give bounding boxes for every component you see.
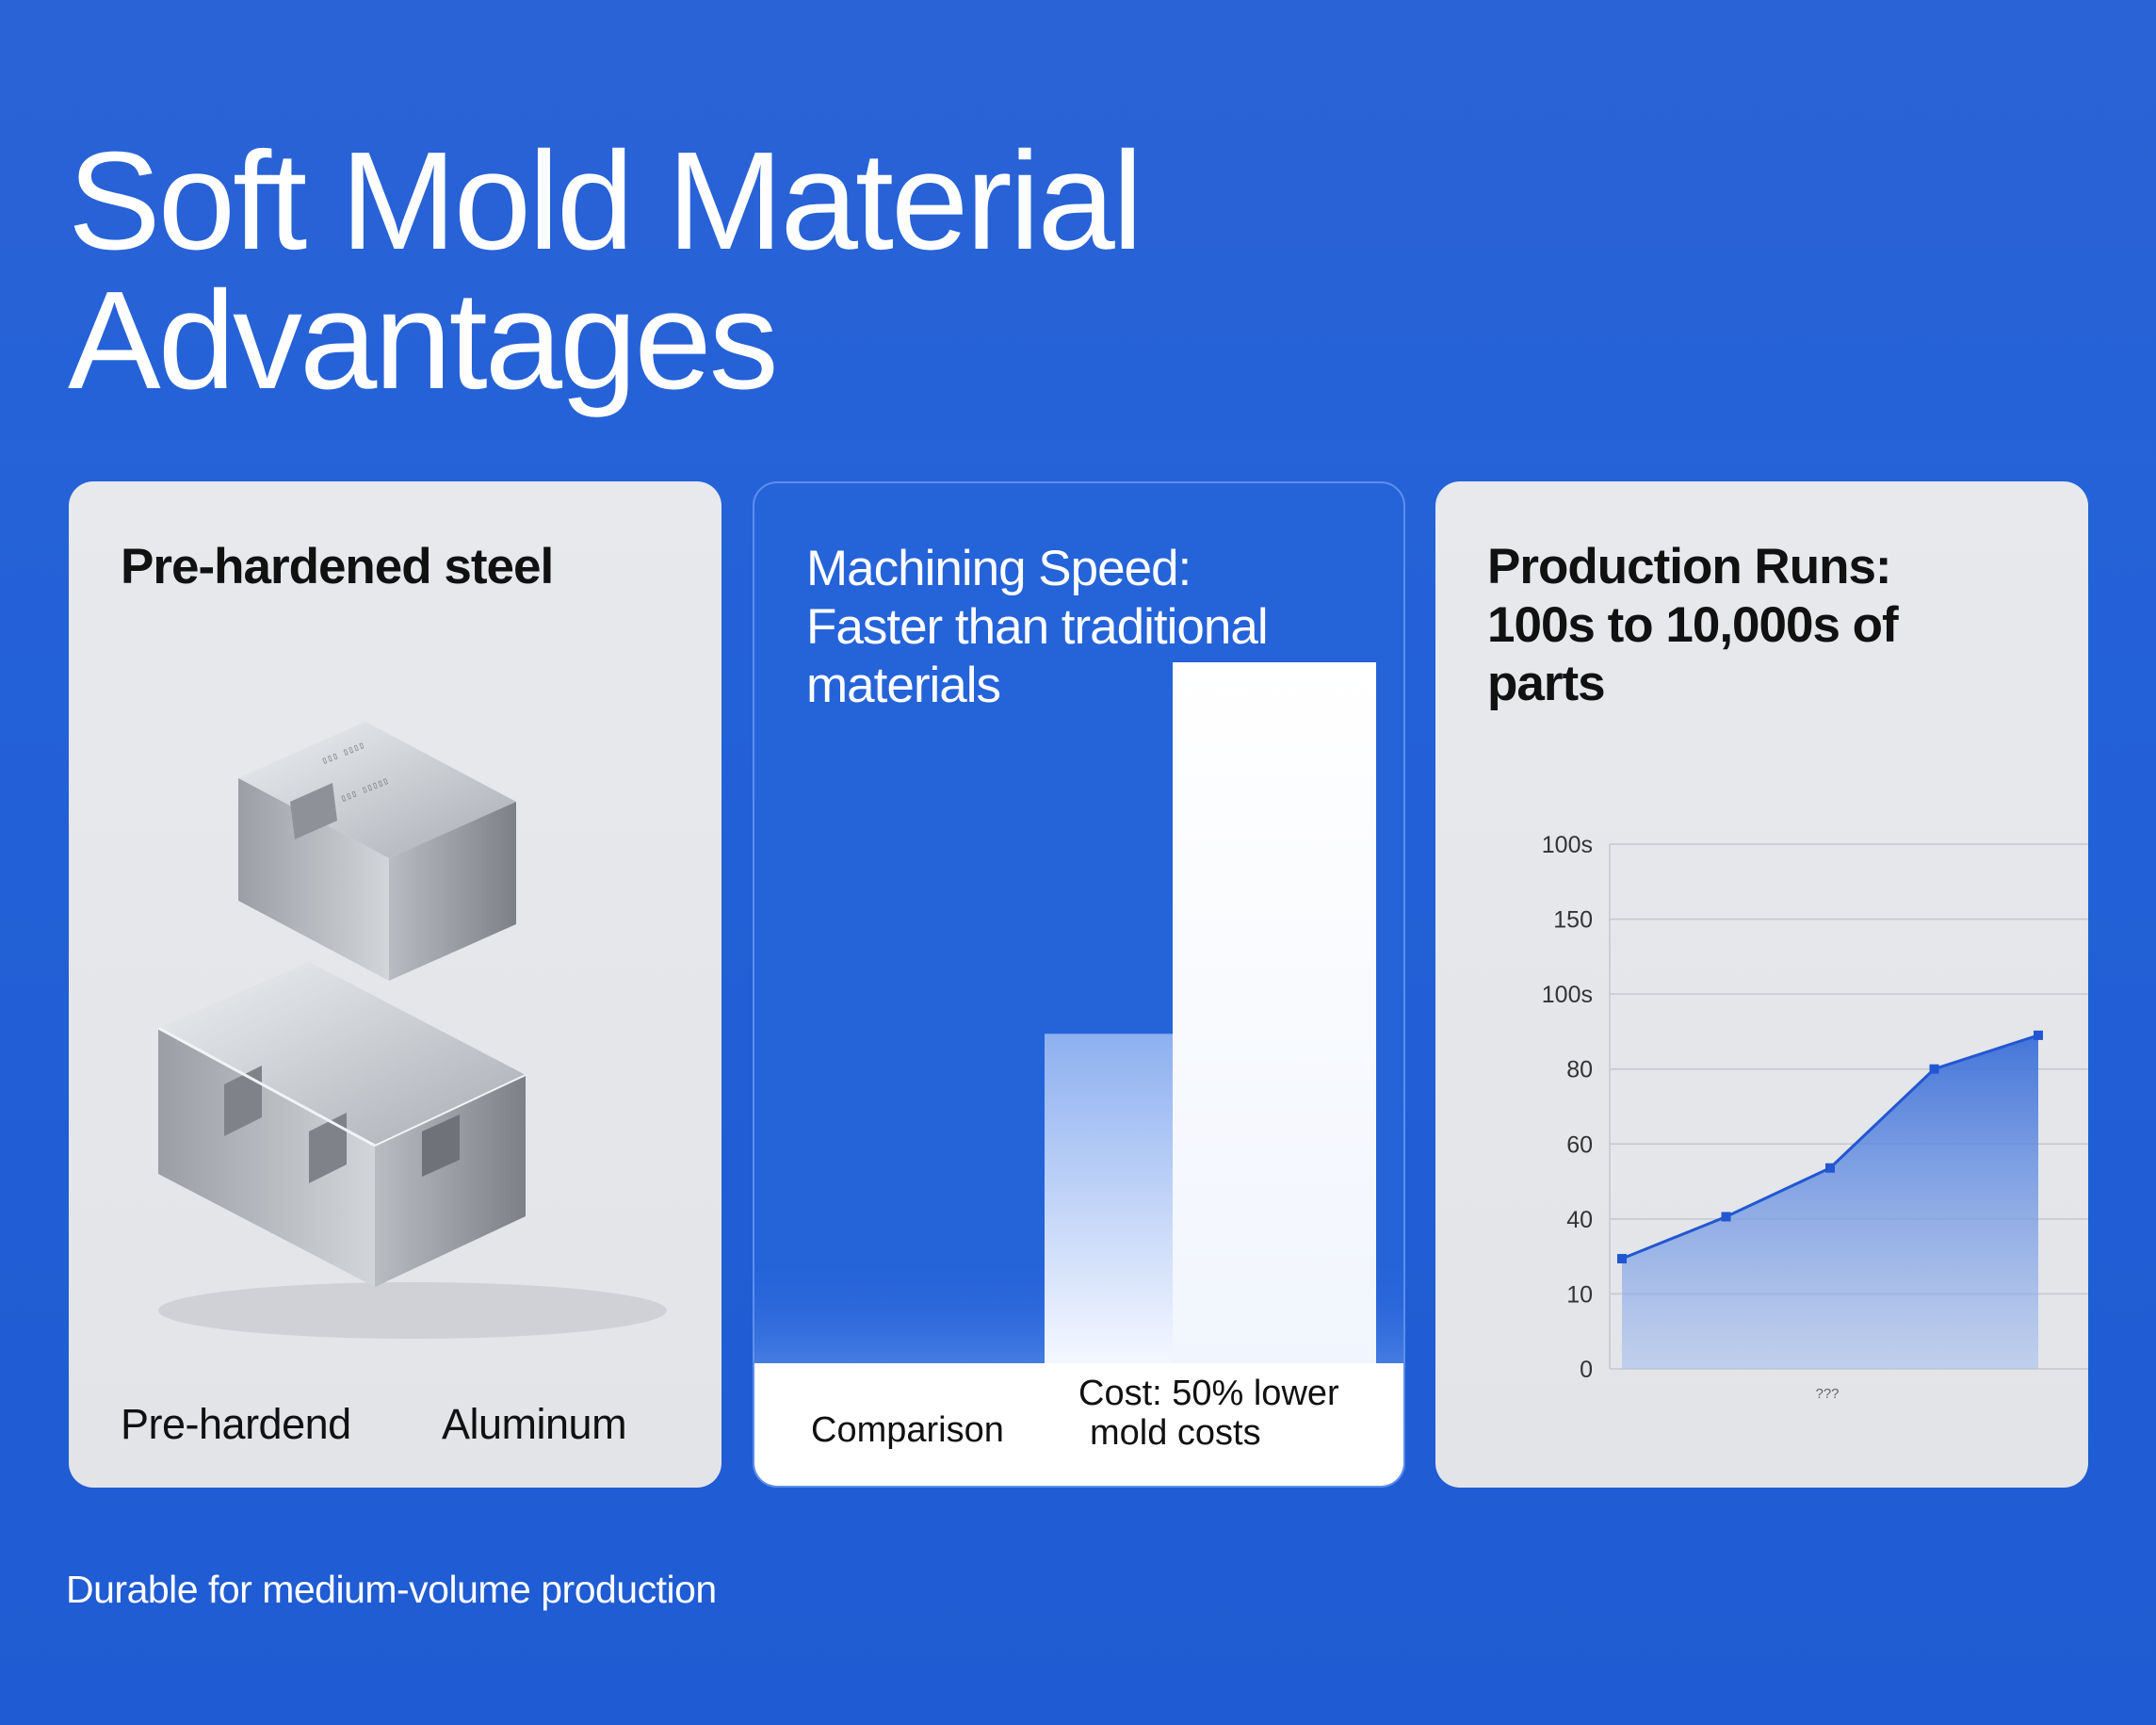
machining-speed-bar-chart [754, 662, 1403, 1363]
series-area [1622, 1034, 2038, 1369]
production-runs-area-chart: 0 10 40 60 80 100s 150 100s??? [1542, 832, 2088, 1402]
y-tick-label: 60 [1566, 1131, 1593, 1158]
cost-label: Cost: 50% lower mold costs [1078, 1374, 1339, 1453]
card-pre-hardened-steel: Pre-hardened steel ▯▯▯ ▯▯▯▯ ▯▯▯ ▯▯▯▯▯ [69, 481, 721, 1488]
card-heading: Machining Speed: Faster than traditional… [806, 540, 1371, 715]
aluminum-label: Aluminum [442, 1400, 627, 1448]
footer-caption: Durable for medium-volume production [66, 1568, 717, 1611]
steel-block-image: ▯▯▯ ▯▯▯▯ ▯▯▯ ▯▯▯▯▯ [157, 722, 667, 1339]
y-tick-label: 40 [1566, 1207, 1593, 1233]
cost-line-1: Cost: 50% lower [1078, 1374, 1339, 1413]
bar-1 [1045, 1033, 1173, 1363]
y-tick-label: 100s [1542, 832, 1593, 858]
comparison-label: Comparison [811, 1410, 1004, 1450]
y-tick-label: 0 [1580, 1357, 1593, 1383]
x-tick-label: ??? [1815, 1386, 1839, 1402]
heading-line-2: Faster than traditional [806, 599, 1269, 655]
comparison-strip [754, 1363, 1403, 1486]
data-point [2034, 1030, 2043, 1040]
bar-2 [1173, 662, 1376, 1363]
heading-line-3: parts [1487, 656, 1606, 711]
data-point [1721, 1212, 1731, 1222]
heading-line-1: Production Runs: [1487, 539, 1892, 594]
y-tick-label: 100s [1542, 982, 1593, 1008]
data-point [1929, 1064, 1939, 1074]
card-production-runs: Production Runs: 100s to 10,000s of part… [1435, 481, 2088, 1488]
data-point [1825, 1163, 1835, 1173]
card-machining-speed: Machining Speed: Faster than traditional… [753, 481, 1405, 1488]
y-tick-label: 80 [1566, 1057, 1593, 1083]
heading-line-2: 100s to 10,000s of [1487, 597, 1899, 653]
heading-line-3: materials [806, 658, 1001, 713]
y-tick-label: 150 [1553, 907, 1593, 934]
data-point [1617, 1254, 1627, 1264]
pre-hardened-label: Pre-hardend [121, 1400, 351, 1448]
title-line-2: Advantages [68, 263, 779, 418]
card-heading: Production Runs: 100s to 10,000s of part… [1487, 538, 2052, 713]
heading-line-1: Machining Speed: [806, 541, 1191, 596]
page-title: Soft Mold Material Advantages [68, 123, 1143, 418]
card-heading: Pre-hardened steel [121, 539, 554, 594]
y-tick-label: 10 [1566, 1281, 1593, 1308]
cost-line-2: mold costs [1090, 1413, 1261, 1453]
title-line-1: Soft Mold Material [68, 123, 1143, 279]
